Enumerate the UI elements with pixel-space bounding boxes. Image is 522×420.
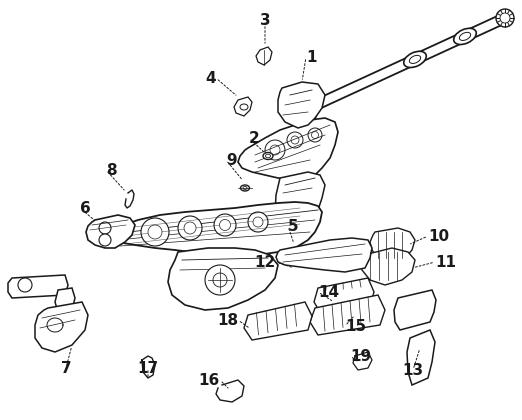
Polygon shape [303,13,507,115]
Text: 19: 19 [350,349,371,363]
Ellipse shape [454,28,476,45]
Ellipse shape [263,152,273,160]
Text: 5: 5 [288,218,299,234]
Polygon shape [244,302,312,340]
Circle shape [248,212,268,232]
Polygon shape [105,202,322,256]
Circle shape [184,222,196,234]
Text: 9: 9 [226,152,236,168]
Text: 14: 14 [318,284,339,299]
Circle shape [500,13,510,23]
Ellipse shape [243,186,247,189]
Circle shape [99,222,111,234]
Polygon shape [394,290,436,330]
Polygon shape [276,238,372,272]
Circle shape [141,218,169,246]
Polygon shape [35,302,88,352]
Circle shape [178,216,202,240]
Polygon shape [310,295,385,335]
Text: 15: 15 [345,318,366,333]
Text: 10: 10 [428,228,449,244]
Ellipse shape [240,104,248,110]
Polygon shape [168,248,278,310]
Polygon shape [55,288,75,312]
Circle shape [291,136,299,144]
Text: 3: 3 [259,13,270,27]
Circle shape [265,140,285,160]
Polygon shape [234,97,252,116]
Text: 7: 7 [61,360,72,375]
Circle shape [214,214,236,236]
Circle shape [253,217,263,227]
Text: 1: 1 [306,50,316,65]
Polygon shape [407,330,435,385]
Text: 8: 8 [106,163,116,178]
Text: 17: 17 [137,360,159,375]
Circle shape [308,128,322,142]
Circle shape [219,220,231,231]
Ellipse shape [409,55,421,63]
Text: 16: 16 [199,373,220,388]
Polygon shape [238,118,338,182]
Polygon shape [314,278,374,312]
Circle shape [270,145,280,155]
Polygon shape [8,275,68,298]
Circle shape [287,132,303,148]
Ellipse shape [266,154,270,158]
Text: 18: 18 [217,312,238,328]
Circle shape [148,225,162,239]
Polygon shape [278,82,325,128]
Polygon shape [290,105,318,128]
Ellipse shape [241,185,250,191]
Circle shape [312,131,318,139]
Polygon shape [86,215,135,248]
Polygon shape [370,228,415,262]
Circle shape [496,9,514,27]
Text: 4: 4 [205,71,216,86]
Circle shape [213,273,227,287]
Text: 11: 11 [435,255,456,270]
Text: 13: 13 [402,362,423,378]
Polygon shape [360,248,415,285]
Polygon shape [275,172,325,222]
Circle shape [205,265,235,295]
Ellipse shape [404,51,426,68]
Text: 6: 6 [80,200,91,215]
Ellipse shape [459,32,471,40]
Polygon shape [256,47,272,65]
Text: 12: 12 [255,255,276,270]
Circle shape [99,234,111,246]
Circle shape [18,278,32,292]
Text: 2: 2 [249,131,260,145]
